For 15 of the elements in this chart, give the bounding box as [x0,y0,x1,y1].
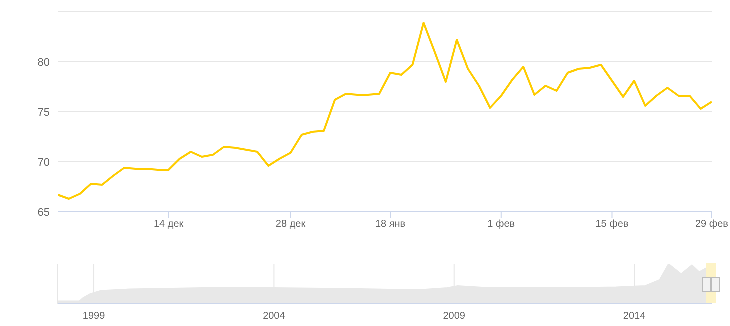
x-tick-label: 2014 [623,311,646,322]
line-series [58,22,712,200]
x-tick-label: 2009 [443,311,466,322]
x-tick-label: 14 дек [154,219,184,230]
x-tick-label: 2004 [263,311,286,322]
y-tick-label: 70 [38,156,50,169]
x-tick-label: 18 янв [375,219,406,230]
x-tick-label: 15 фев [596,219,629,230]
y-tick-label: 75 [38,106,50,119]
x-tick-label: 28 дек [276,219,306,230]
y-tick-label: 65 [38,206,50,219]
x-tick-label: 1999 [82,311,106,322]
x-tick-label: 1 фев [488,219,516,230]
y-tick-label: 80 [38,56,50,69]
x-tick-label: 29 фев [695,219,729,230]
